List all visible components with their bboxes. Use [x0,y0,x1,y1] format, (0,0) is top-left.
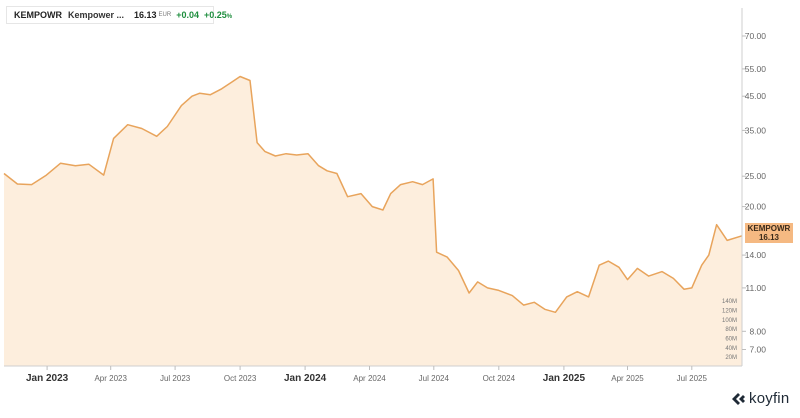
x-tick-label: Jan 2023 [26,373,69,384]
y-tick-label: 14.00 [745,250,767,260]
volume-tick-label: 20M [725,355,737,361]
last-price-tag: KEMPOWR 16.13 [745,223,793,243]
legend[interactable]: KEMPOWR Kempower ... 16.13 EUR +0.04 +0.… [6,6,232,24]
brand-name: koyfin [749,390,790,407]
x-tick-label: Oct 2023 [224,374,257,383]
x-tick-label: Apr 2025 [611,374,644,383]
x-tick-label: Oct 2024 [483,374,516,383]
koyfin-logo: koyfin [730,390,789,407]
y-tick-label: 11.00 [745,283,766,293]
x-tick-label: Jul 2025 [677,374,708,383]
legend-price: 16.13 [134,10,157,20]
y-tick-label: 25.00 [745,171,767,181]
volume-tick-label: 140M [722,299,737,305]
y-tick-label: 45.00 [745,91,767,101]
y-axis: 7.00 8.00 11.00 14.00 20.00 25.00 35.00 45.00 55… [742,31,766,355]
legend-change-pct-value: +0.25 [204,10,227,20]
legend-change-pct: +0.25% [204,10,232,20]
price-tag-value: 16.13 [758,233,780,242]
y-tick-label: 7.00 [749,345,766,355]
legend-currency: EUR [158,12,172,18]
x-tick-label: Jan 2025 [543,373,586,384]
y-tick-label: 20.00 [745,202,767,212]
x-tick-label: Jan 2024 [284,373,327,384]
x-tick-label: Apr 2024 [353,374,386,383]
y-tick-label: 70.00 [745,31,767,41]
legend-ticker: KEMPOWR [14,10,62,20]
volume-axis: 20M 40M 60M 80M 100M 120M 140M [722,299,737,361]
volume-tick-label: 100M [722,318,737,324]
x-tick-label: Jul 2023 [160,374,191,383]
x-tick-label: Jul 2024 [419,374,450,383]
price-line[interactable] [3,75,743,314]
y-tick-label: 35.00 [745,125,767,135]
price-area [4,76,742,366]
legend-pct-sign: % [226,14,233,20]
volume-tick-label: 60M [725,337,737,343]
x-tick-label: Apr 2023 [94,374,127,383]
volume-tick-label: 40M [725,346,737,352]
y-tick-label: 8.00 [749,326,766,336]
legend-change: +0.04 [176,10,199,20]
legend-company-name: Kempower ... [68,10,125,20]
price-tag-ticker: KEMPOWR [747,224,791,233]
koyfin-mark-icon [732,392,745,405]
y-tick-label: 55.00 [745,64,767,74]
volume-tick-label: 120M [722,309,737,315]
volume-tick-label: 80M [725,327,737,333]
x-axis: Jan 2023 Apr 2023 Jul 2023 Oct 2023 Jan 2024… [26,366,708,384]
